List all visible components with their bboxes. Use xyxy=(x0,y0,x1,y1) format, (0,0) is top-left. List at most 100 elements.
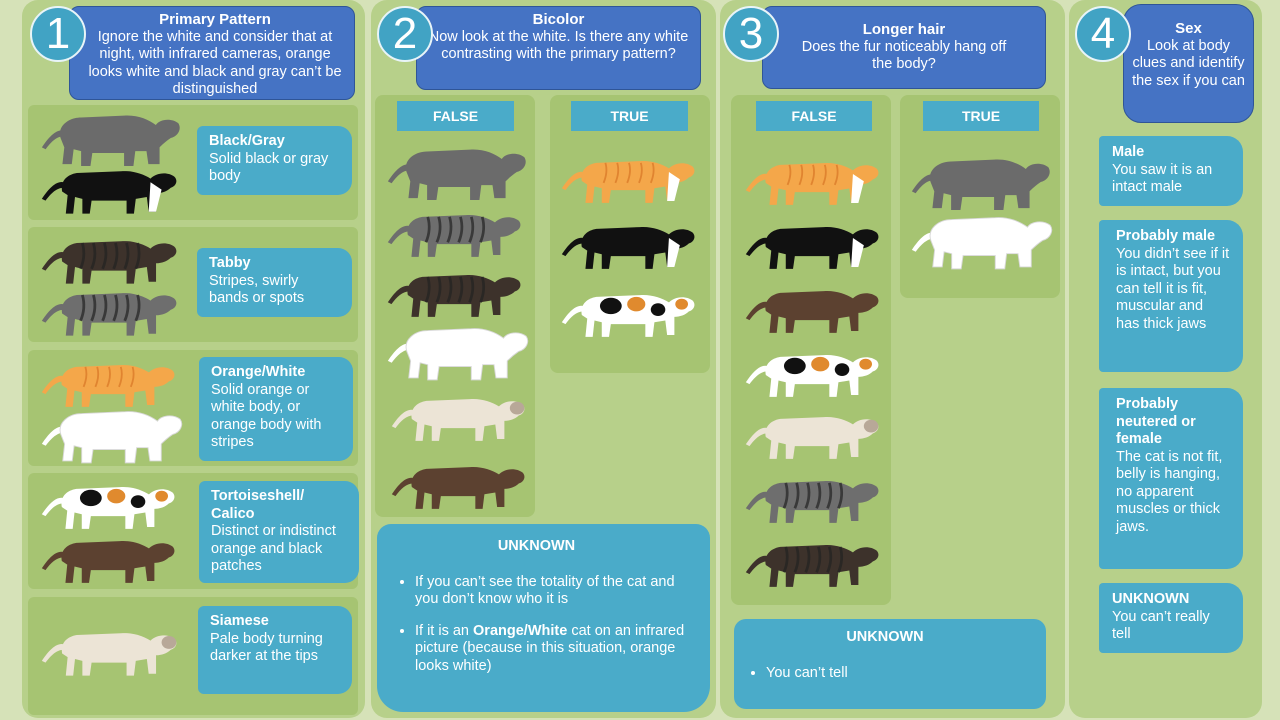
step-2-title: Bicolor xyxy=(532,11,585,28)
pattern-card-black-gray: Black/Gray Solid black or gray body xyxy=(197,126,352,195)
cat-stripe xyxy=(435,216,442,243)
pattern-name: Black/Gray xyxy=(209,133,285,149)
cat-tail xyxy=(561,237,584,257)
cat-tail xyxy=(745,301,768,321)
cat-stripe xyxy=(479,216,486,243)
step-3-number: 3 xyxy=(723,6,779,62)
cat-orange-icon xyxy=(745,162,879,205)
cat-tail xyxy=(745,237,768,257)
cat-stripe xyxy=(79,294,86,322)
cat-tail xyxy=(387,285,410,305)
cat-stripe xyxy=(602,162,608,184)
cat-body xyxy=(61,364,175,407)
cat-stripe xyxy=(804,482,811,509)
longhair-unknown-box: UNKNOWN You can’t tell xyxy=(734,619,1046,709)
pattern-name: Tortoiseshell/ Calico xyxy=(211,488,305,522)
cat-stripe xyxy=(822,164,827,186)
cat-tail xyxy=(745,365,768,385)
pattern-desc: Distinct or indistinct orange and black … xyxy=(211,523,336,574)
cat-bib xyxy=(667,171,680,202)
cat-body xyxy=(411,466,525,509)
longhair-true-label: TRUE xyxy=(923,101,1039,131)
cat-white-icon xyxy=(41,411,183,464)
cat-stripe xyxy=(101,242,108,270)
cat-siamese-icon xyxy=(745,416,879,459)
cat-body xyxy=(581,160,695,203)
step-2-text: Now look at the white. Is there any whit… xyxy=(428,28,689,63)
cat-point xyxy=(161,635,177,649)
cat-tail xyxy=(41,426,65,446)
cat-body xyxy=(407,274,521,317)
cat-tail xyxy=(387,343,411,363)
cat-tabby_brown-icon xyxy=(41,241,177,284)
cat-tail xyxy=(41,303,64,323)
cat-stripe xyxy=(798,164,804,186)
cat-tail xyxy=(911,232,935,252)
cat-tail xyxy=(561,305,584,325)
cat-body xyxy=(405,328,529,381)
cat-stripe xyxy=(786,164,792,186)
cat-stripe xyxy=(112,294,119,322)
cat-bib xyxy=(851,173,864,204)
cat-patch xyxy=(599,297,622,315)
step-1-text: Ignore the white and consider that at ni… xyxy=(88,28,342,98)
cat-orange-icon xyxy=(561,160,695,203)
cat-stripe xyxy=(782,546,789,573)
cat-tail xyxy=(41,643,64,663)
cat-siamese-icon xyxy=(41,633,177,676)
cat-stripe xyxy=(815,482,822,509)
cat-stripe xyxy=(468,216,475,243)
sex-card-neutered-female: Probably neutered or female The cat is n… xyxy=(1099,388,1243,569)
cat-tabby_brown-icon xyxy=(745,544,879,587)
cat-patch xyxy=(155,490,169,502)
cat-stripe xyxy=(815,546,822,573)
cat-bib xyxy=(667,237,680,268)
cat-stripe xyxy=(82,366,88,388)
cat-body xyxy=(581,226,695,269)
cat-patch xyxy=(627,296,646,312)
cat-stripe xyxy=(94,366,100,388)
step-1-number: 1 xyxy=(30,6,86,62)
pattern-card-siamese: Siamese Pale body turning darker at the … xyxy=(198,606,352,694)
pattern-desc: Solid orange or white body, or orange bo… xyxy=(211,381,322,451)
longhair-false-label: FALSE xyxy=(756,101,872,131)
cat-body xyxy=(61,540,175,583)
cat-tail xyxy=(41,551,64,571)
cat-body xyxy=(407,214,521,257)
sex-card-unknown: UNKNOWN You can’t really tell xyxy=(1099,583,1243,653)
sex-card-male: Male You saw it is an intact male xyxy=(1099,136,1243,206)
cat-tail xyxy=(387,164,411,184)
cat-black-icon xyxy=(41,171,177,214)
pattern-name: Siamese xyxy=(210,613,269,629)
cat-calico-icon xyxy=(561,294,695,337)
cat-gray-icon xyxy=(41,115,180,167)
cat-point xyxy=(509,401,525,415)
cat-stripe xyxy=(424,276,431,303)
pattern-name: Tabby xyxy=(209,255,251,271)
bicolor-unknown-bullet: If you can’t see the totality of the cat… xyxy=(415,574,696,609)
cat-tail xyxy=(391,477,414,497)
sex-card-probably-male: Probably male You didn’t see if it is in… xyxy=(1099,220,1243,372)
cat-stripe xyxy=(446,216,453,243)
pattern-card-tabby: Tabby Stripes, swirly bands or spots xyxy=(197,248,352,317)
longhair-unknown-title: UNKNOWN xyxy=(846,629,924,645)
cat-gray-icon xyxy=(387,149,526,201)
cat-tail xyxy=(41,497,64,517)
step-2-number: 2 xyxy=(377,6,433,62)
pattern-card-orange-white: Orange/White Solid orange or white body,… xyxy=(199,357,353,461)
cat-black-icon xyxy=(745,226,879,269)
cat-patch xyxy=(650,303,666,316)
cat-body xyxy=(765,290,879,333)
cat-stripe xyxy=(134,242,141,270)
cat-stripe xyxy=(837,482,844,509)
cat-tail xyxy=(41,130,65,150)
cat-body xyxy=(929,217,1053,270)
cat-tail xyxy=(745,427,768,447)
step-4-number: 4 xyxy=(1075,6,1131,62)
step-3-text: Does the fur noticeably hang off the bod… xyxy=(801,38,1007,73)
cat-orange-icon xyxy=(41,364,175,407)
cat-patch xyxy=(834,363,850,376)
cat-calico-icon xyxy=(745,354,879,397)
pattern-desc: Stripes, swirly bands or spots xyxy=(209,272,305,307)
cat-stripe xyxy=(123,242,130,270)
